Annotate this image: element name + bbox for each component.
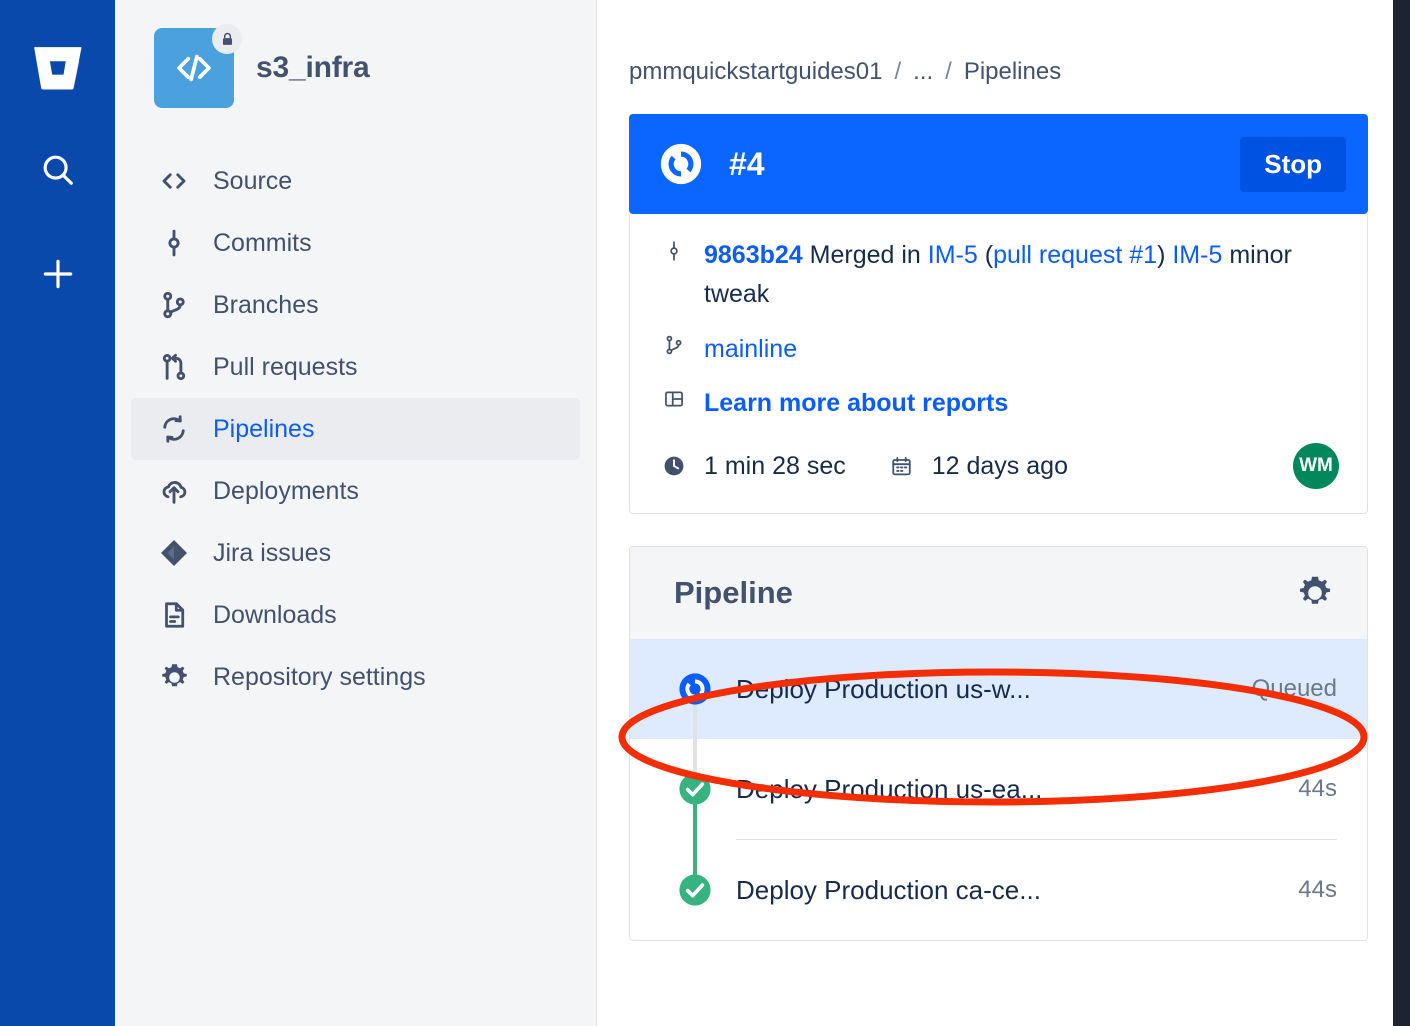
reports-row: Learn more about reports	[658, 384, 1339, 423]
repository-avatar-wrapper	[154, 24, 242, 108]
sidebar-item-label: Branches	[213, 290, 319, 319]
repository-sidebar: s3_infra Source	[115, 0, 597, 1026]
pr-open-paren: (	[984, 241, 994, 269]
reports-link-wrapper: Learn more about reports	[704, 384, 1008, 423]
breadcrumb-separator: /	[894, 58, 902, 85]
sidebar-item-source[interactable]: Source	[131, 150, 580, 212]
code-brackets-icon	[157, 166, 191, 196]
branch-icon	[157, 290, 191, 320]
pull-request-link[interactable]: pull request #1	[993, 241, 1158, 269]
report-icon	[658, 384, 690, 410]
branch-row: mainline	[658, 330, 1339, 369]
pipeline-step-name: Deploy Production us-w...	[736, 673, 1031, 704]
avatar[interactable]: WM	[1293, 443, 1339, 489]
pipeline-step-row[interactable]: Deploy Production us-ea... 44s	[630, 739, 1367, 839]
sidebar-nav: Source Commits	[115, 150, 596, 708]
pipeline-step-name: Deploy Production ca-ce...	[736, 874, 1041, 905]
check-circle-icon	[674, 772, 716, 806]
commit-icon	[658, 236, 690, 262]
calendar-icon	[886, 455, 918, 478]
repository-header[interactable]: s3_infra	[115, 24, 596, 108]
pipeline-section-title: Pipeline	[674, 575, 793, 610]
lock-icon	[212, 24, 242, 54]
branch-link-wrapper: mainline	[704, 330, 797, 369]
sidebar-item-commits[interactable]: Commits	[131, 212, 580, 274]
sidebar-item-label: Deployments	[213, 476, 359, 505]
sidebar-item-label: Pull requests	[213, 352, 358, 381]
pull-request-icon	[157, 352, 191, 382]
commit-message-post: minor tweak	[704, 241, 1292, 308]
sidebar-item-deployments[interactable]: Deployments	[131, 460, 580, 522]
branch-icon	[658, 330, 690, 356]
sidebar-item-label: Jira issues	[213, 538, 332, 567]
sidebar-item-pipelines[interactable]: Pipelines	[131, 398, 580, 460]
sidebar-item-label: Downloads	[213, 600, 337, 629]
breadcrumb: pmmquickstartguides01 /... / Pipelines	[629, 58, 1368, 86]
breadcrumb-ellipsis[interactable]: ...	[913, 58, 934, 85]
pipeline-step-row[interactable]: Deploy Production us-w... Queued	[630, 639, 1367, 739]
pipeline-step-status: Queued	[1251, 675, 1337, 702]
clock-icon	[658, 454, 690, 478]
gear-icon[interactable]	[1293, 571, 1337, 615]
pipeline-detail-card: 9863b24 Merged in IM-5 (pull request #1)…	[629, 214, 1368, 514]
breadcrumb-workspace[interactable]: pmmquickstartguides01	[629, 58, 883, 85]
commit-row: 9863b24 Merged in IM-5 (pull request #1)…	[658, 236, 1339, 314]
commit-branch-link[interactable]: IM-5	[927, 241, 978, 269]
pipeline-steps-header: Pipeline	[630, 547, 1367, 639]
pipelines-icon	[157, 414, 191, 444]
pipeline-step-status: 44s	[1298, 876, 1337, 903]
right-edge-band	[1393, 0, 1410, 1026]
duration-item: 1 min 28 sec	[658, 452, 846, 481]
step-divider	[736, 839, 1337, 840]
duration-text: 1 min 28 sec	[704, 451, 846, 480]
sidebar-item-jira-issues[interactable]: Jira issues	[131, 522, 580, 584]
pipeline-status-header: #4 Stop	[629, 114, 1368, 214]
pipeline-step-status: 44s	[1298, 775, 1337, 802]
pipeline-build-number: #4	[729, 145, 765, 182]
repository-name: s3_infra	[256, 51, 370, 84]
date-text: 12 days ago	[931, 451, 1068, 480]
pipeline-steps-card: Pipeline	[629, 546, 1368, 941]
sidebar-item-branches[interactable]: Branches	[131, 274, 580, 336]
commit-hash-link[interactable]: 9863b24	[704, 241, 803, 269]
pipeline-step-row[interactable]: Deploy Production ca-ce... 44s	[630, 840, 1367, 940]
branch-link[interactable]: mainline	[704, 334, 798, 363]
create-icon[interactable]	[30, 246, 86, 302]
pr-close-paren: )	[1157, 241, 1166, 269]
sidebar-item-label: Pipelines	[213, 414, 315, 443]
pipeline-step-name: Deploy Production us-ea...	[736, 773, 1043, 804]
pipeline-in-progress-icon	[659, 142, 703, 186]
breadcrumb-separator: /	[945, 58, 952, 85]
bitbucket-logo[interactable]	[31, 40, 85, 94]
gear-icon	[157, 662, 191, 693]
sidebar-item-repository-settings[interactable]: Repository settings	[131, 646, 580, 708]
check-circle-icon	[674, 873, 716, 907]
learn-more-reports-link[interactable]: Learn more about reports	[704, 389, 1009, 418]
commit-icon	[157, 228, 191, 258]
search-icon[interactable]	[30, 142, 86, 198]
breadcrumb-current: Pipelines	[963, 58, 1062, 85]
commit-message-pre: Merged in	[809, 241, 921, 269]
jira-icon	[157, 538, 191, 568]
issue-link[interactable]: IM-5	[1172, 241, 1223, 269]
sidebar-item-downloads[interactable]: Downloads	[131, 584, 580, 646]
stop-button[interactable]: Stop	[1240, 136, 1346, 192]
pipeline-in-progress-icon	[674, 672, 716, 706]
sidebar-item-label: Commits	[213, 228, 312, 257]
main-content: pmmquickstartguides01 /... / Pipelines #4 S…	[597, 0, 1410, 1026]
pipeline-steps-list: Deploy Production us-w... Queued Deploy …	[630, 639, 1367, 940]
date-item: 12 days ago	[886, 452, 1068, 481]
pipeline-meta-row: 1 min 28 sec	[658, 443, 1339, 489]
sidebar-item-label: Repository settings	[213, 662, 426, 691]
global-nav-rail	[0, 0, 115, 1026]
sidebar-item-pull-requests[interactable]: Pull requests	[131, 336, 580, 398]
cloud-upload-icon	[157, 476, 191, 506]
commit-summary: 9863b24 Merged in IM-5 (pull request #1)…	[704, 236, 1339, 314]
sidebar-item-label: Source	[213, 166, 293, 195]
document-icon	[157, 600, 191, 630]
